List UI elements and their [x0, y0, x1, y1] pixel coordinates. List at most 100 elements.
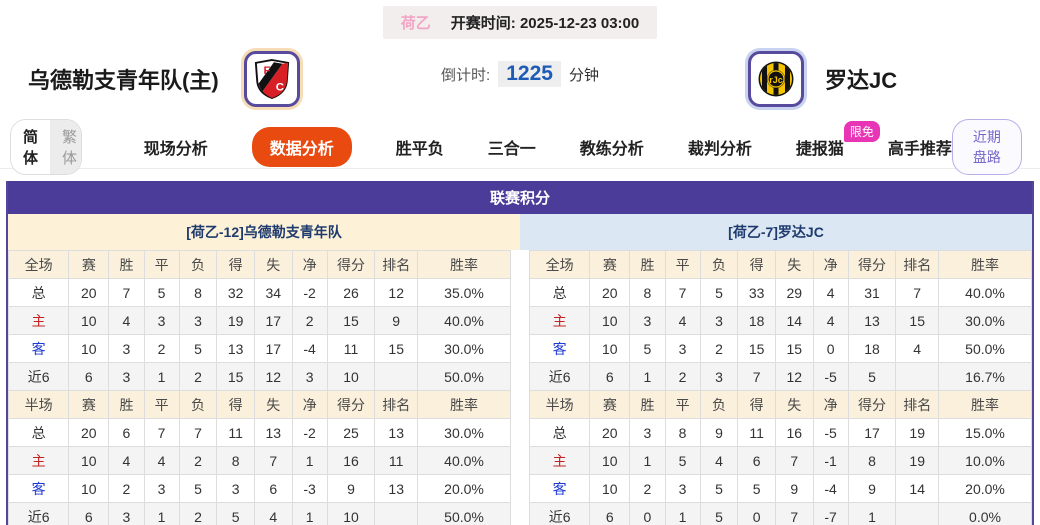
column-header: 排名 — [374, 390, 419, 419]
column-header: 胜率 — [938, 250, 1032, 279]
column-header-row: 全场赛胜平负得失净得分 排名 胜率 — [528, 250, 1032, 279]
stat-cell: 1 — [664, 502, 701, 525]
stat-cell: 5 — [629, 334, 666, 363]
column-header: 净 — [291, 250, 328, 279]
stat-cell: 4 — [108, 306, 145, 335]
stat-cell: 5 — [178, 474, 218, 503]
tab-4[interactable]: 三合一 — [487, 140, 536, 158]
lang-simplified-button[interactable]: 简体 — [11, 119, 51, 174]
stat-cell: 6 — [68, 362, 110, 391]
stat-cell: 30.0% — [417, 418, 511, 447]
stat-cell: -2 — [291, 418, 328, 447]
tab-3[interactable]: 胜平负 — [395, 140, 444, 158]
stat-cell: 1 — [143, 502, 180, 525]
row-label: 近6 — [528, 362, 591, 391]
stat-cell: 30.0% — [417, 334, 511, 363]
lang-traditional-button[interactable]: 繁体 — [50, 119, 81, 174]
stat-cell: 7 — [143, 418, 180, 447]
column-header-row: 全场赛胜平负得失净得分 排名 胜率 — [7, 250, 511, 279]
stat-cell: 2 — [699, 334, 739, 363]
stat-cell: 30.0% — [938, 306, 1032, 335]
stat-cell: 20.0% — [417, 474, 511, 503]
stat-cell: 10 — [68, 474, 110, 503]
tab-7[interactable]: 捷报猫 限免 — [796, 120, 880, 159]
stat-cell: 10 — [589, 306, 631, 335]
countdown-label: 倒计时: — [441, 66, 491, 84]
stat-cell: 3 — [629, 306, 666, 335]
stat-cell: 6 — [253, 474, 293, 503]
column-header: 负 — [178, 390, 218, 419]
stat-cell: 4 — [895, 334, 940, 363]
stat-cell: 7 — [664, 278, 701, 307]
column-header: 失 — [253, 250, 293, 279]
table-row: 主 10 4 4 2 8 7 1 16 11 40.0% — [7, 446, 511, 475]
column-header: 失 — [774, 250, 814, 279]
stat-cell: 3 — [108, 502, 145, 525]
stat-cell: 16 — [774, 418, 814, 447]
stats-table-right: 全场赛胜平负得失净得分 排名 胜率总 20 8 7 5 33 29 4 31 7 40.0% 主 10 3 4 3… — [528, 250, 1032, 525]
stat-cell — [895, 362, 940, 391]
table-row: 主 10 1 5 4 6 7 -1 8 19 10.0% — [528, 446, 1032, 475]
right-team-panel: [荷乙-7]罗达JC 全场赛胜平负得失净得分 排名 胜率总 20 8 7 5 33 29 4 31 7 4… — [520, 214, 1032, 525]
column-header: 胜率 — [938, 390, 1032, 419]
stat-cell: 26 — [326, 278, 376, 307]
stat-cell: 12 — [253, 362, 293, 391]
table-row: 近6 6 3 1 2 5 4 1 10 50.0% — [7, 502, 511, 525]
league-badge: 荷乙 — [400, 15, 431, 32]
stat-cell: 14 — [895, 474, 940, 503]
stat-cell: 33 — [737, 278, 776, 307]
stat-cell: 5 — [847, 362, 897, 391]
stat-cell: 17 — [253, 306, 293, 335]
stat-cell: 1 — [629, 446, 666, 475]
stat-cell: 7 — [178, 418, 218, 447]
stat-cell: -4 — [291, 334, 328, 363]
stat-cell: 18 — [847, 334, 897, 363]
row-label: 主 — [528, 306, 591, 335]
stat-cell: -3 — [291, 474, 328, 503]
stat-cell: 4 — [143, 446, 180, 475]
tab-8[interactable]: 高手推荐 — [887, 140, 952, 158]
column-header: 胜 — [108, 390, 145, 419]
table-row: 总 20 3 8 9 11 16 -5 17 19 15.0% — [528, 418, 1032, 447]
stat-cell: 1 — [291, 446, 328, 475]
column-header: 净 — [812, 250, 849, 279]
stat-cell: 12 — [774, 362, 814, 391]
stat-cell: 15 — [737, 334, 776, 363]
stat-cell: 8 — [216, 446, 255, 475]
stat-cell: 19 — [895, 446, 940, 475]
stat-cell: 20 — [589, 418, 631, 447]
stat-cell: 10 — [589, 474, 631, 503]
tab-1[interactable]: 现场分析 — [143, 140, 208, 158]
tab-5[interactable]: 教练分析 — [579, 140, 644, 158]
stat-cell: 6 — [737, 446, 776, 475]
league-points-block: 联赛积分 [荷乙-12]乌德勒支青年队 全场赛胜平负得失净得分 排名 胜率总 20 7 5 8… — [6, 181, 1034, 525]
left-team-panel: [荷乙-12]乌德勒支青年队 全场赛胜平负得失净得分 排名 胜率总 20 7 5 8 32 34-… — [7, 214, 520, 525]
stat-cell: 11 — [737, 418, 776, 447]
stat-cell: 8 — [629, 278, 666, 307]
stat-cell — [374, 362, 419, 391]
row-label: 客 — [7, 474, 70, 503]
stat-cell: 20 — [68, 278, 110, 307]
table-row: 客 10 3 2 5 13 17 -4 11 15 30.0% — [7, 334, 511, 363]
stat-cell: 11 — [216, 418, 255, 447]
stat-cell: 10 — [589, 334, 631, 363]
stat-cell: 7 — [253, 446, 293, 475]
tab-2[interactable]: 数据分析 — [251, 126, 352, 167]
recent-trend-button[interactable]: 近期盘路 — [951, 118, 1022, 175]
stat-cell: -4 — [812, 474, 849, 503]
table-row: 总 20 6 7 7 11 13 -2 25 13 30.0% — [7, 418, 511, 447]
row-label: 近6 — [528, 502, 591, 525]
left-team-header: [荷乙-12]乌德勒支青年队 — [8, 214, 520, 250]
stat-cell: 15 — [326, 306, 376, 335]
tab-6[interactable]: 裁判分析 — [687, 140, 752, 158]
table-row: 客 10 2 3 5 3 6 -3 9 13 20.0% — [7, 474, 511, 503]
column-header: 全场 — [7, 250, 70, 279]
countdown-unit: 分钟 — [568, 66, 599, 84]
stat-cell: 17 — [253, 334, 293, 363]
kickoff-time: 开赛时间: 2025-12-23 03:00 — [451, 12, 639, 33]
stat-cell: 15 — [774, 334, 814, 363]
row-label: 总 — [7, 418, 70, 447]
column-header: 得分 — [326, 250, 376, 279]
stat-cell: 40.0% — [938, 278, 1032, 307]
stat-cell: 0 — [629, 502, 666, 525]
